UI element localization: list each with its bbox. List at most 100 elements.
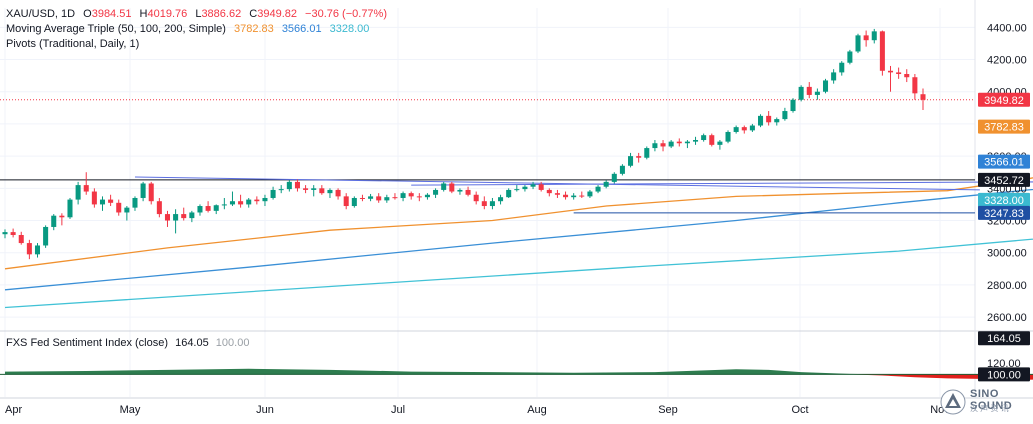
candle-body: [806, 86, 812, 95]
candle-body: [319, 188, 325, 194]
high-value: 4019.76: [147, 8, 188, 20]
candle-body: [701, 135, 707, 141]
y-tick-label: 2600.00: [987, 312, 1027, 324]
candle-body: [489, 201, 495, 207]
candle-body: [51, 215, 57, 227]
close-value: 3949.82: [257, 8, 297, 20]
candle-body: [554, 193, 560, 195]
candle-body: [603, 181, 609, 187]
price-tag-label: 3247.83: [984, 208, 1024, 220]
candle-body: [538, 184, 544, 190]
candle-body: [108, 199, 114, 203]
trendline: [411, 181, 1033, 186]
candle-body: [839, 62, 845, 73]
watermark-logo: SINO SOUND 汉 声 资 讯: [936, 386, 1028, 420]
candle-body: [441, 183, 447, 190]
price-tag: [978, 205, 1030, 220]
candle-body: [563, 194, 569, 198]
x-tick-label: Oct: [791, 404, 808, 416]
candle-body: [34, 245, 41, 255]
watermark-brand: SINO SOUND: [970, 388, 1013, 412]
x-tick-label: Jun: [256, 404, 274, 416]
ma200-line: [4, 238, 1033, 309]
candle-body: [205, 206, 211, 211]
y-tick-label: 4200.00: [987, 55, 1027, 67]
trendline: [134, 176, 980, 191]
price-labels: 3949.82 3782.83 3566.01 3452.72 3328.003247.…: [978, 92, 1030, 382]
candle-body: [514, 189, 520, 191]
pivots-legend[interactable]: Pivots (Traditional, Daily, 1): [6, 37, 144, 51]
price-tag: [978, 192, 1030, 207]
candle-body: [587, 191, 593, 197]
open-value: 3984.51: [91, 8, 132, 20]
candle-body: [294, 181, 300, 189]
ma100-line: [4, 188, 1033, 291]
ohlc-legend: XAU/USD, 1D O3984.51 H4019.76 L3886.62 C…: [6, 8, 387, 20]
candle-body: [116, 202, 122, 213]
candle-body: [676, 141, 682, 144]
sentiment-label: FXS Fed Sentiment Index (close): [6, 337, 169, 349]
watermark-sub: 汉 声 资 讯: [970, 404, 1009, 413]
candle-body: [628, 156, 634, 166]
candle-body: [766, 115, 772, 123]
candle-body: [660, 143, 666, 147]
candle-body: [814, 91, 820, 95]
y-tick-label: 2800.00: [987, 280, 1027, 292]
candle-body: [189, 212, 195, 219]
candle-body: [879, 31, 885, 71]
sentiment-tag-label: 100.00: [987, 369, 1021, 381]
trendlines: [0, 176, 1033, 214]
x-tick-label: Apr: [5, 404, 22, 416]
candle-body: [847, 51, 853, 63]
candle-body: [173, 214, 179, 221]
candlesticks: [2, 28, 926, 260]
candle-body: [457, 189, 463, 192]
candle-body: [912, 77, 918, 94]
x-tick-label: May: [120, 404, 141, 416]
candle-body: [749, 125, 755, 131]
candle-body: [213, 205, 219, 211]
candle-body: [10, 232, 16, 236]
ma200-value: 3328.00: [329, 23, 370, 35]
candle-body: [896, 72, 902, 75]
candle-body: [335, 189, 341, 197]
candle-body: [59, 215, 65, 218]
price-tag: [978, 119, 1030, 134]
candle-body: [863, 35, 869, 41]
candle-body: [164, 214, 170, 221]
candle-body: [26, 243, 32, 255]
price-tag-label: 3949.82: [984, 95, 1024, 107]
candle-body: [684, 141, 690, 144]
price-tag-label: 3566.01: [984, 157, 1024, 169]
sentiment-area-up: [5, 368, 1033, 375]
candle-body: [611, 173, 617, 182]
candle-body: [376, 196, 382, 201]
candle-body: [75, 185, 81, 200]
low-value: 3886.62: [201, 8, 242, 20]
candle-body: [481, 201, 487, 207]
candle-body: [579, 195, 585, 197]
candle-body: [522, 186, 528, 190]
sentiment-legend[interactable]: FXS Fed Sentiment Index (close) 164.05 1…: [6, 337, 249, 349]
x-tick-label: Sep: [658, 404, 678, 416]
ma-legend[interactable]: Moving Average Triple (50, 100, 200, Sim…: [6, 22, 374, 36]
candle-body: [725, 131, 731, 142]
candle-body: [359, 197, 365, 199]
candle-body: [798, 86, 804, 100]
candle-body: [384, 197, 390, 201]
candle-body: [132, 197, 138, 208]
candle-body: [506, 189, 512, 198]
candle-body: [286, 181, 292, 190]
sentiment-pane: [0, 368, 1033, 381]
candle-body: [238, 201, 244, 205]
candle-body: [693, 140, 699, 142]
symbol-label[interactable]: XAU/USD, 1D: [6, 8, 76, 20]
candle-body: [83, 185, 89, 192]
candle-body: [871, 31, 877, 41]
pivots-label: Pivots (Traditional, Daily, 1): [6, 38, 140, 50]
candle-body: [148, 183, 154, 202]
price-tag: [978, 92, 1030, 107]
sentiment-tick-label: 120.00: [987, 358, 1021, 370]
candle-body: [790, 99, 796, 112]
